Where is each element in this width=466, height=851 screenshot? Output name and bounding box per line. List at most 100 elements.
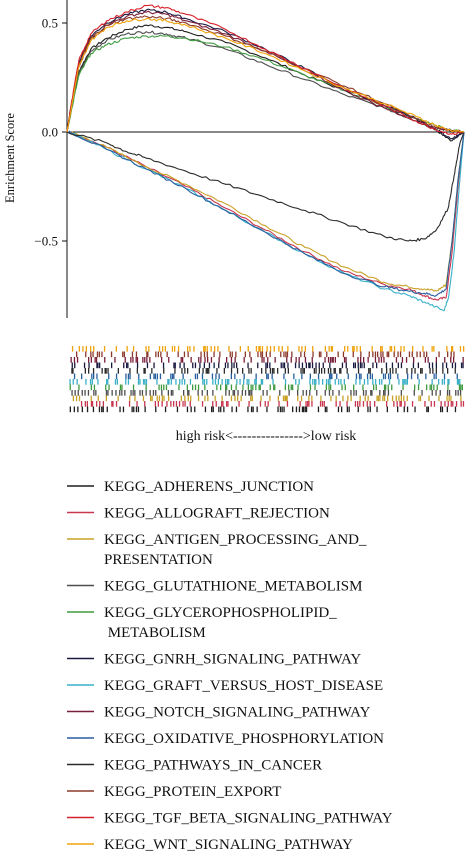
- hit-mark: [277, 406, 279, 413]
- hit-mark: [84, 390, 86, 396]
- hit-mark: [399, 401, 401, 407]
- hit-mark: [406, 368, 408, 374]
- hit-mark: [335, 395, 337, 402]
- hit-mark: [216, 368, 218, 374]
- hit-mark: [126, 362, 128, 369]
- hit-mark: [156, 373, 158, 380]
- hit-mark: [298, 362, 300, 369]
- hit-mark: [279, 390, 281, 396]
- hit-mark: [247, 384, 249, 391]
- hit-mark: [167, 390, 169, 396]
- hit-mark: [346, 368, 348, 374]
- hit-mark: [136, 362, 139, 369]
- hit-mark: [93, 373, 95, 380]
- hit-mark: [413, 390, 415, 396]
- hit-mark: [448, 379, 450, 385]
- hit-mark: [226, 357, 228, 363]
- hit-mark: [123, 351, 125, 358]
- hit-mark: [205, 368, 207, 374]
- hit-mark: [158, 395, 161, 402]
- hit-mark: [386, 406, 388, 413]
- hit-mark: [259, 401, 262, 407]
- hit-mark: [381, 346, 383, 352]
- hit-mark: [297, 395, 299, 402]
- hit-mark: [400, 390, 402, 396]
- hit-mark: [211, 406, 213, 413]
- hit-mark: [322, 379, 324, 385]
- hit-mark: [337, 406, 340, 413]
- hit-mark: [436, 384, 438, 391]
- hit-mark: [81, 406, 83, 413]
- hit-mark: [115, 390, 117, 396]
- hit-mark: [286, 401, 289, 407]
- hit-mark: [101, 406, 103, 413]
- hit-mark: [414, 368, 416, 374]
- hit-mark: [383, 395, 386, 402]
- hit-mark: [430, 384, 433, 391]
- hit-mark: [311, 357, 313, 363]
- hit-mark: [261, 368, 263, 374]
- hit-mark: [292, 384, 294, 391]
- hit-mark: [223, 406, 225, 413]
- hit-mark: [311, 362, 314, 369]
- legend-label: KEGG_PATHWAYS_IN_CANCER: [104, 758, 322, 774]
- hit-mark: [403, 346, 405, 352]
- hit-mark: [362, 401, 365, 407]
- hit-mark: [438, 395, 440, 402]
- legend-label: KEGG_WNT_SIGNALING_PATHWAY: [104, 837, 353, 851]
- hit-mark: [405, 357, 408, 363]
- hit-mark: [455, 390, 457, 396]
- hit-mark: [171, 346, 174, 352]
- hit-mark: [178, 384, 180, 391]
- hit-mark: [204, 346, 206, 352]
- hit-mark: [264, 401, 266, 407]
- hit-mark: [357, 368, 360, 374]
- hit-mark: [157, 351, 159, 358]
- hit-mark: [442, 362, 444, 369]
- hit-mark: [448, 390, 451, 396]
- hit-mark: [96, 373, 98, 380]
- hit-mark: [366, 401, 368, 407]
- hit-mark: [243, 379, 245, 385]
- hit-mark: [190, 395, 192, 402]
- hit-mark: [145, 390, 147, 396]
- hit-mark: [105, 384, 107, 391]
- hit-mark: [93, 384, 96, 391]
- hit-mark: [149, 373, 151, 380]
- hit-mark: [127, 373, 130, 380]
- hit-mark: [179, 379, 181, 385]
- hit-mark: [269, 351, 271, 358]
- hit-mark: [367, 406, 369, 413]
- hit-mark: [163, 368, 165, 374]
- hit-mark: [457, 379, 460, 385]
- hit-mark: [377, 351, 379, 358]
- hit-mark: [145, 346, 147, 352]
- hit-mark: [246, 379, 248, 385]
- hit-mark: [212, 406, 214, 413]
- hit-mark: [95, 390, 97, 396]
- hit-mark: [78, 395, 81, 402]
- hit-mark: [160, 384, 163, 391]
- hit-mark: [384, 390, 386, 396]
- hit-mark: [386, 351, 388, 358]
- hit-mark: [388, 351, 390, 358]
- hit-mark: [226, 401, 228, 407]
- hit-mark: [328, 373, 331, 380]
- hit-mark: [206, 346, 208, 352]
- hit-mark: [279, 406, 282, 413]
- hit-mark: [208, 362, 211, 369]
- hit-mark: [433, 384, 435, 391]
- hit-mark: [353, 346, 355, 352]
- hit-mark: [398, 395, 400, 402]
- hit-mark: [202, 368, 204, 374]
- legend-label: KEGG_GLUTATHIONE_METABOLISM: [104, 579, 362, 595]
- hit-mark: [435, 357, 437, 363]
- hit-mark: [304, 357, 307, 363]
- hit-mark: [446, 406, 448, 413]
- hit-mark: [334, 379, 336, 385]
- hit-mark: [358, 373, 361, 380]
- hit-mark: [390, 346, 393, 352]
- hit-mark: [352, 346, 354, 352]
- series-line-12: [66, 17, 465, 133]
- hit-mark: [428, 395, 430, 402]
